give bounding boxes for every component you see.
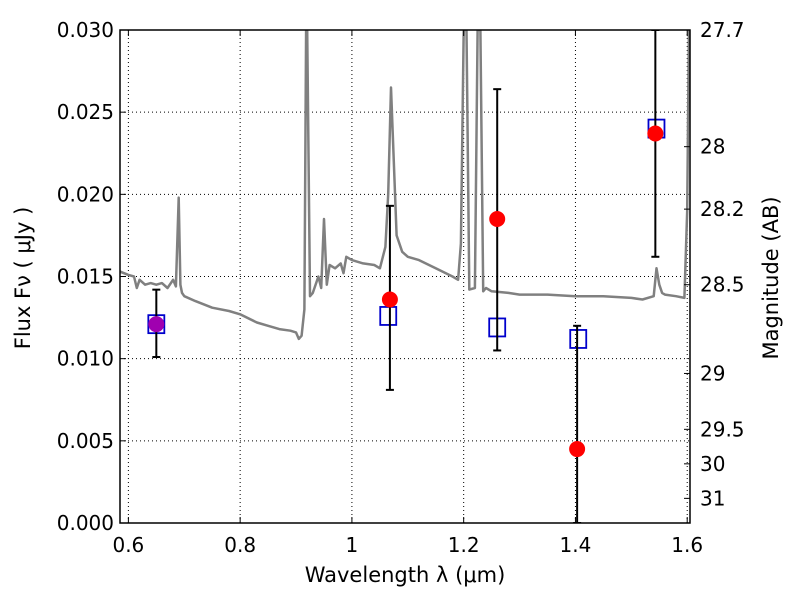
observed-point [489,210,506,227]
right-axis: 27.7 28 28.2 28.5 29 29.5 30 31 [684,18,745,510]
plot-content [120,30,690,523]
right-axis-label-text: Magnitude (AB) [759,196,783,359]
y-tick-label: 0.010 [57,347,114,371]
y-tick-label: 0.005 [57,429,114,453]
right-tick-label: 28 [700,135,725,159]
observed-point [647,125,664,142]
y-tick-label: 0.015 [57,265,114,289]
right-tick-label: 28.2 [700,197,745,221]
right-axis-label: Magnitude (AB) [759,196,783,359]
y-axis: 0.000 0.005 0.010 0.015 0.020 0.025 0.030 [57,18,126,535]
y-axis-label: Flux Fν ( μJy ) [11,207,35,350]
y-tick-label: 0.020 [57,182,114,206]
right-tick-label: 27.7 [700,18,745,42]
right-tick-label: 30 [700,452,725,476]
x-axis-label: Wavelength λ (μm) [305,563,506,587]
x-axis-label-text: Wavelength λ (μm) [305,563,506,587]
x-tick-label: 1.6 [671,533,703,557]
x-tick-label: 0.8 [224,533,256,557]
observed-point [381,291,398,308]
spectrum-line [120,30,690,341]
gridlines [120,29,690,524]
x-tick-label: 1.2 [448,533,480,557]
right-tick-label: 29 [700,361,725,385]
x-axis: 0.6 0.8 1 1.2 1.4 1.6 [112,30,703,557]
right-tick-label: 31 [700,486,725,510]
y-tick-label: 0.025 [57,100,114,124]
model-photometry-square [569,329,588,349]
model-photometry-square [379,306,398,326]
right-tick-label: 28.5 [700,273,745,297]
y-axis-label-text: Flux Fν ( μJy ) [11,207,35,350]
x-tick-label: 1.4 [560,533,592,557]
y-tick-label: 0.030 [57,18,114,42]
y-tick-label: 0.000 [57,511,114,535]
observed-point [148,316,165,333]
right-tick-label: 29.5 [700,417,745,441]
x-tick-label: 1 [346,533,359,557]
x-tick-label: 0.6 [112,533,144,557]
observed-point [569,441,586,458]
